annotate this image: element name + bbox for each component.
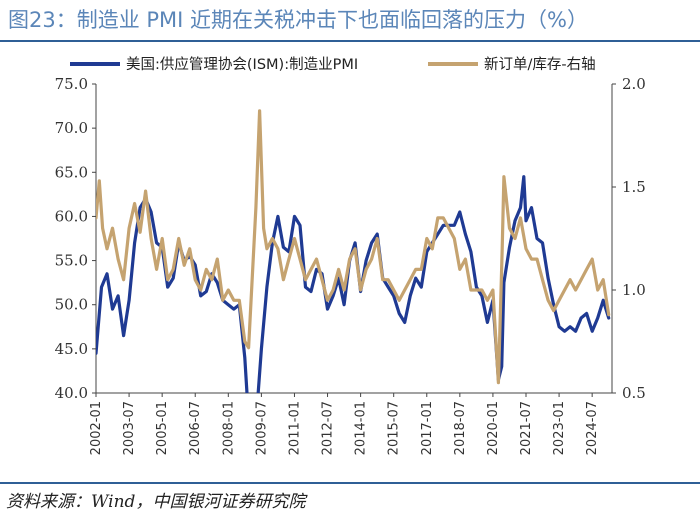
top-divider	[0, 40, 700, 42]
x-tick-label: 2008-01	[221, 401, 236, 455]
y-right-tick-label: 1.5	[622, 178, 646, 196]
series-lines	[96, 109, 611, 393]
x-tick-label: 2017-01	[420, 401, 435, 455]
x-tick-label: 2011-01	[287, 401, 302, 455]
y-left-tick-label: 50.0	[55, 296, 88, 314]
x-tick-label: 2020-01	[486, 401, 501, 455]
x-tick-label: 2015-07	[387, 401, 402, 455]
x-tick-label: 2002-01	[89, 401, 104, 455]
x-tick-label: 2024-07	[585, 401, 600, 455]
axes-group: 40.0 45.0 50.0 55.0 60.0 65.0 70.0 75.0 0.5 1.0 1.…	[55, 75, 646, 455]
chart-title: 图23：制造业 PMI 近期在关税冲击下也面临回落的压力（%）	[8, 8, 588, 32]
x-tick-label: 2009-07	[254, 401, 269, 455]
x-tick-label: 2003-07	[122, 401, 137, 455]
y-right-tick-label: 0.5	[622, 384, 646, 402]
bottom-divider	[0, 482, 700, 484]
y-left-tick-label: 70.0	[55, 119, 88, 137]
source-note: 资料来源：Wind，中国银河证券研究院	[6, 492, 306, 512]
x-tick-label: 2012-07	[321, 401, 336, 455]
x-tick-label: 2006-07	[188, 401, 203, 455]
x-tick-label: 2023-01	[552, 401, 567, 455]
x-tick-label: 2021-07	[519, 401, 534, 455]
y-left-tick-label: 55.0	[55, 252, 88, 270]
y-left-tick-label: 45.0	[55, 340, 88, 358]
chart-canvas: 40.0 45.0 50.0 55.0 60.0 65.0 70.0 75.0 0.5 1.0 1.…	[55, 55, 646, 455]
series-line-neworders-inventory	[96, 109, 611, 385]
y-right-tick-label: 1.0	[622, 281, 646, 299]
legend-entry-neworders-inventory-label: 新订单/库存-右轴	[484, 56, 596, 73]
y-right-tick-label: 2.0	[622, 75, 646, 93]
legend-entry-ism-pmi-label: 美国:供应管理协会(ISM):制造业PMI	[126, 55, 358, 73]
legend: 美国:供应管理协会(ISM):制造业PMI 新订单/库存-右轴	[70, 55, 596, 73]
x-tick-label: 2014-01	[354, 401, 369, 455]
series-line-ism-pmi	[96, 175, 611, 393]
y-left-tick-label: 60.0	[55, 207, 88, 225]
y-left-tick-label: 40.0	[55, 384, 88, 402]
x-tick-label: 2005-01	[155, 401, 170, 455]
x-tick-label: 2018-07	[453, 401, 468, 455]
y-left-tick-label: 75.0	[55, 75, 88, 93]
y-left-tick-label: 65.0	[55, 163, 88, 181]
